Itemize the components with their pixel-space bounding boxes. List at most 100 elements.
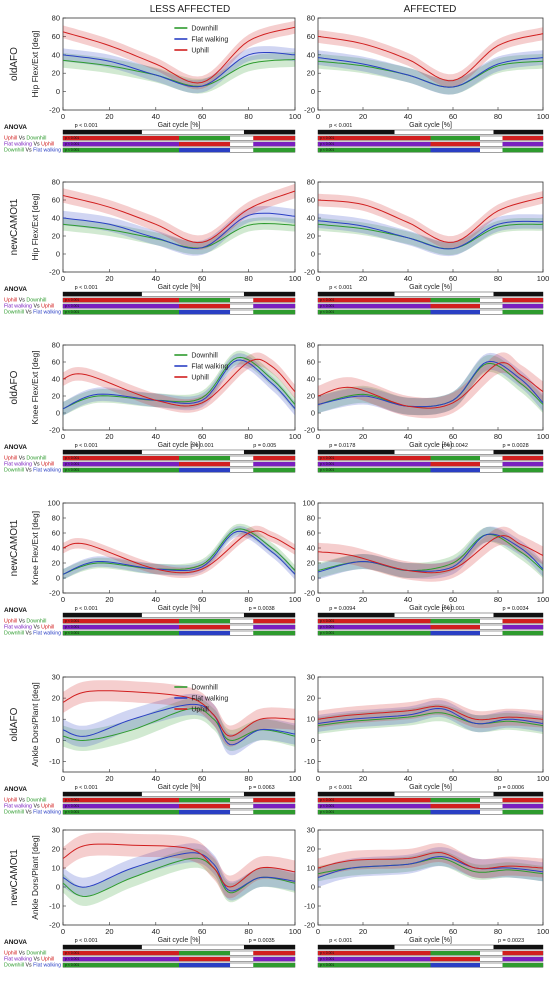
significance-segment <box>179 625 231 630</box>
comparison-label: Flat walking Vs Uphill <box>4 142 54 148</box>
significance-segment <box>63 148 179 153</box>
x-tick-label: 20 <box>105 927 113 936</box>
p-value-label: p < 0.001 <box>329 785 352 791</box>
comparison-label: Downhill Vs Flat walking <box>4 148 61 154</box>
p-value-label: p < 0.001 <box>191 443 214 449</box>
significance-segment <box>253 798 295 803</box>
comparison-label: Uphill Vs Downhill <box>4 298 46 304</box>
comparison-label-part: Uphill <box>4 298 17 304</box>
y-tick-label: 40 <box>52 375 60 384</box>
significance-segment <box>502 625 543 630</box>
sd-band-uphill <box>63 525 295 578</box>
sd-band-uphill <box>63 680 295 747</box>
significance-segment <box>63 792 142 797</box>
comparison-label-part: Uphill <box>41 625 54 631</box>
x-tick-label: 0 <box>316 274 320 283</box>
y-tick-label: -10 <box>49 902 60 911</box>
significance-segment <box>502 810 543 815</box>
x-tick-label: 20 <box>105 432 113 441</box>
sd-band-downhill <box>318 850 543 882</box>
significance-segment <box>318 462 431 467</box>
significance-segment <box>502 963 543 968</box>
p-value-label: p = 0.0023 <box>498 938 524 944</box>
y-tick-label: 0 <box>311 574 315 583</box>
significance-text: p < 0.001 <box>65 298 79 302</box>
significance-segment <box>318 804 431 809</box>
comparison-label-part: Flat walking <box>33 148 61 154</box>
significance-segment <box>502 468 543 473</box>
x-tick-label: 40 <box>404 432 412 441</box>
series-line-uphill <box>317 535 544 574</box>
plot-frame <box>317 17 544 111</box>
comparison-label-part: Downhill <box>26 619 46 625</box>
x-tick-label: 40 <box>152 432 160 441</box>
x-tick-label: 80 <box>494 112 502 121</box>
comparison-label-part: Flat walking <box>33 310 61 316</box>
p-value-label: p = 0.0035 <box>249 938 275 944</box>
series-line-downhill <box>62 58 296 87</box>
significance-segment <box>318 292 395 297</box>
significance-segment <box>318 798 431 803</box>
legend-label: Uphill <box>191 48 209 55</box>
y-tick-label: 40 <box>307 375 315 384</box>
y-tick-label: 60 <box>307 358 315 367</box>
significance-segment <box>179 798 231 803</box>
comparison-label-part: Flat walking <box>33 963 61 969</box>
significance-text: p < 0.001 <box>320 804 334 808</box>
comparison-label-part: Flat walking <box>4 142 32 148</box>
x-tick-label: 80 <box>494 774 502 783</box>
comparison-label-part: Flat walking <box>4 625 32 631</box>
y-tick-label: 0 <box>311 736 315 745</box>
comparison-label-part: Vs <box>24 468 33 474</box>
x-axis-label: Gait cycle [%] <box>158 605 201 612</box>
y-tick-label: 20 <box>52 559 60 568</box>
comparison-label: Flat walking Vs Uphill <box>4 625 54 631</box>
p-value-label: p = 0.005 <box>253 443 276 449</box>
sd-band-flat-walking <box>63 526 295 580</box>
x-tick-label: 20 <box>359 927 367 936</box>
significance-segment <box>430 625 480 630</box>
significance-segment <box>63 951 179 956</box>
significance-segment <box>253 810 295 815</box>
significance-segment <box>430 963 480 968</box>
plot-frame <box>317 676 544 773</box>
significance-text: p < 0.001 <box>320 951 334 955</box>
significance-text: p < 0.001 <box>320 631 334 635</box>
y-tick-label: 100 <box>47 499 60 508</box>
comparison-label-part: Downhill <box>4 963 24 969</box>
comparison-label-part: Downhill <box>4 810 24 816</box>
significance-segment <box>253 804 295 809</box>
p-value-label: p < 0.001 <box>329 123 352 129</box>
y-tick-label: 30 <box>52 826 60 835</box>
y-tick-label: 40 <box>52 544 60 553</box>
y-axis-label: Ankle Dors/Plant [deg] <box>30 682 40 767</box>
x-tick-label: 40 <box>152 595 160 604</box>
x-tick-label: 80 <box>494 432 502 441</box>
significance-segment <box>63 304 179 309</box>
significance-segment <box>179 957 231 962</box>
plot-frame <box>62 181 296 273</box>
x-tick-label: 0 <box>61 432 65 441</box>
y-axis-label: Ankle Dors/Plant [deg] <box>30 835 40 920</box>
significance-segment <box>493 792 543 797</box>
significance-segment <box>430 462 480 467</box>
significance-segment <box>493 613 543 618</box>
significance-text: p < 0.001 <box>320 142 334 146</box>
significance-segment <box>179 304 231 309</box>
sd-band-downhill <box>63 350 295 416</box>
series-line-downhill <box>62 356 296 410</box>
series-line-uphill <box>62 26 296 84</box>
x-axis-label: Gait cycle [%] <box>158 442 201 449</box>
comparison-label: Flat walking Vs Uphill <box>4 804 54 810</box>
significance-segment <box>63 310 179 315</box>
comparison-label-part: Uphill <box>41 957 54 963</box>
significance-segment <box>63 462 179 467</box>
significance-segment <box>63 804 179 809</box>
x-tick-label: 0 <box>61 774 65 783</box>
significance-segment <box>63 619 179 624</box>
y-tick-label: 10 <box>52 715 60 724</box>
y-tick-label: 60 <box>307 32 315 41</box>
